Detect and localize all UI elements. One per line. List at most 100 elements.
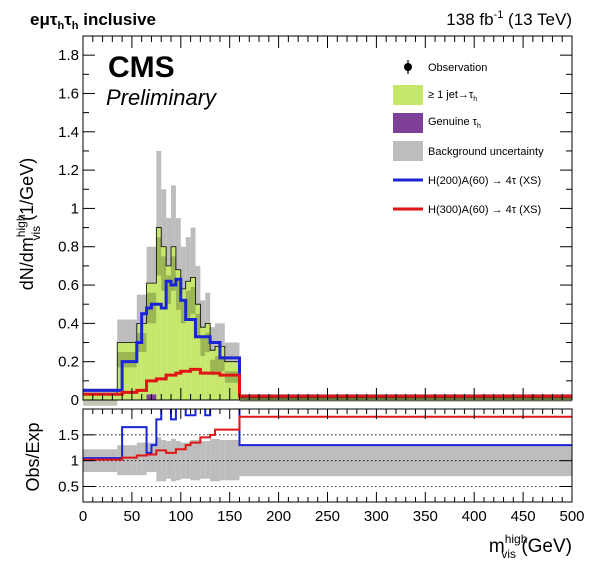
legend-uncertainty-label: Background uncertainty (428, 146, 544, 158)
overlap-shade (131, 352, 137, 368)
signal-lines (83, 277, 572, 398)
legend-uncertainty-swatch (393, 141, 423, 161)
x-tick-label: 400 (462, 508, 487, 525)
x-tick-label: 450 (511, 508, 536, 525)
jet-fake-bar (175, 269, 181, 400)
ratio-y-tick-label: 0.5 (58, 479, 79, 496)
overlap-shade (180, 298, 186, 324)
cms-label: CMS (108, 51, 175, 84)
overlap-shade (117, 352, 123, 368)
overlap-shade (141, 332, 147, 353)
uncertainty-bar (136, 294, 142, 343)
ratio-uncertainty-bar (200, 441, 206, 479)
overlap-shade (127, 352, 132, 368)
preliminary-label: Preliminary (106, 85, 218, 110)
x-tick-label: 150 (217, 508, 242, 525)
signal-200-line (83, 277, 572, 398)
jet-fake-bar (141, 323, 147, 400)
jet-fake-bar (83, 394, 118, 400)
jet-fake-bar (122, 342, 128, 400)
ratio-signal-lines (83, 409, 572, 461)
jet-fake-bar (190, 277, 196, 400)
main-panel: 0 0.2 0.4 0.6 0.8 1 1.2 1.4 1.6 1.8 (58, 35, 573, 409)
jet-fake-bar (161, 246, 167, 400)
ratio-uncertainty-bar (219, 440, 225, 481)
jet-fake-bar (136, 323, 142, 400)
overlap-shade (161, 256, 167, 291)
ratio-uncertainty-bar (156, 437, 162, 482)
uncertainty-bar (131, 319, 137, 358)
legend-genuine-tau-swatch (393, 113, 423, 133)
legend-jet-fake-label: ≥ 1 jet→τh (428, 89, 477, 103)
uncertainty-bar (156, 150, 162, 266)
uncertainty-bar (151, 246, 157, 314)
uncertainty-bar (166, 218, 172, 295)
ratio-uncertainty-bar (175, 441, 181, 481)
overlap-shade (224, 371, 240, 383)
x-tick-label: 250 (315, 508, 340, 525)
uncertainty-bar (219, 323, 225, 362)
y-tick-label: 0 (71, 392, 79, 409)
jet-fake-bar (127, 342, 132, 400)
overlap-shade (210, 359, 216, 376)
x-tick-label: 350 (413, 508, 438, 525)
main-y-axis-label: dN/dmhighvis (1/GeV) (14, 158, 43, 290)
uncertainty-bar (161, 189, 167, 282)
uncertainty-bar (200, 300, 206, 347)
main-axes: 0 0.2 0.4 0.6 0.8 1 1.2 1.4 1.6 1.8 (58, 35, 573, 409)
ratio-uncertainty-bar (210, 438, 216, 482)
ratio-axes: 0.5 1 1.5 0 50 100 150 200 250 300 350 400 450 500 (58, 408, 585, 525)
ratio-uncertainty-bar (136, 442, 142, 476)
jet-fake-bar (200, 327, 206, 400)
ratio-uncertainty-bar (151, 442, 157, 473)
x-tick-label: 200 (266, 508, 291, 525)
overlap-shade (219, 355, 225, 372)
genuine-tau-bar (146, 394, 152, 400)
y-tick-label: 1 (71, 200, 79, 217)
ratio-uncertainty-bar (195, 440, 201, 481)
uncertainty-bar (146, 246, 152, 314)
uncertainty-bar (127, 319, 132, 358)
overlap-shade (175, 279, 181, 310)
ratio-uncertainty-bar (224, 440, 240, 481)
overlap-shade (122, 352, 128, 368)
jet-fake-bar (180, 288, 186, 400)
x-tick-label: 50 (124, 508, 141, 525)
overlap-shade (190, 286, 196, 314)
jet-fake-bar (166, 265, 172, 400)
legend-genuine-tau-label: Genuine τh (428, 116, 481, 130)
channel-label: eμτhτh inclusive (30, 10, 156, 32)
overlap-shade (166, 275, 172, 305)
ratio-uncertainty-bar (166, 441, 172, 479)
y-tick-label: 1.2 (58, 162, 79, 179)
uncertainty-bar (190, 227, 196, 305)
overlap-shade (205, 332, 211, 353)
ratio-panel: 0.5 1 1.5 0 50 100 150 200 250 300 350 400 450 500 (58, 408, 585, 525)
y-tick-label: 0.4 (58, 315, 79, 332)
ratio-y-tick-label: 1.5 (58, 427, 79, 444)
uncertainty-bar (180, 246, 186, 314)
lumi-label: 138 fb-1 (13 TeV) (446, 9, 572, 29)
overlap-shade (83, 400, 118, 406)
overlap-shade (200, 336, 206, 356)
ratio-uncertainty-bar (127, 445, 132, 476)
uncertainty-bar (175, 218, 181, 301)
ratio-uncertainty-bar (205, 441, 211, 479)
uncertainty-bar (141, 294, 147, 343)
ratio-uncertainty-bar (190, 440, 196, 481)
legend-jet-fake-swatch (393, 85, 423, 105)
jet-fake-bar (131, 342, 137, 400)
signal-300-line (83, 367, 572, 398)
legend-signal-200-label: H(200)A(60) → 4τ (XS) (428, 175, 541, 187)
legend-observation-label: Observation (428, 62, 487, 74)
ratio-uncertainty-bar (215, 438, 220, 482)
x-tick-label: 500 (559, 508, 584, 525)
jet-fake-bar (205, 323, 211, 400)
jet-fake-bar (171, 246, 176, 400)
jet-fake-bar (156, 227, 162, 400)
overlap-shade (151, 292, 157, 324)
jet-fake-bar (151, 283, 157, 395)
uncertainty-bar (117, 319, 123, 358)
uncertainty-bar (205, 292, 211, 343)
